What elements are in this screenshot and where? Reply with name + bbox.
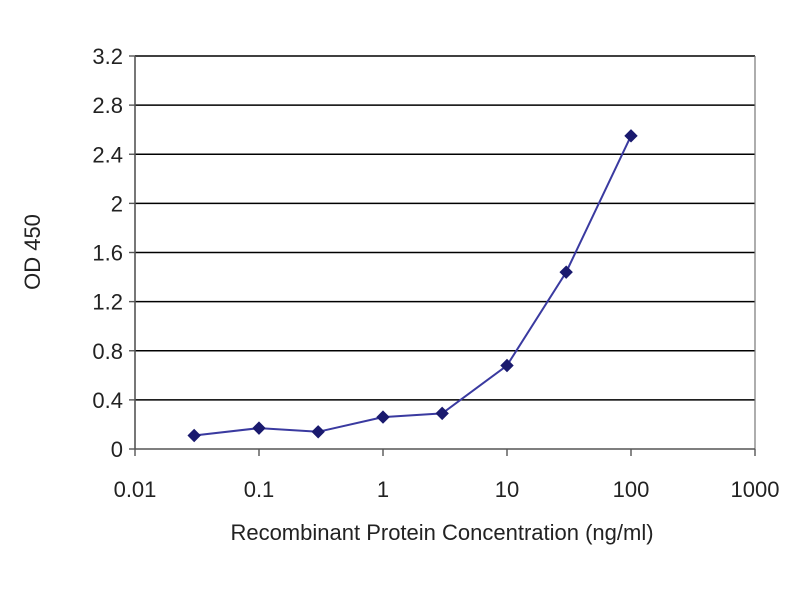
y-tick-label: 1.6 — [92, 241, 123, 266]
y-tick-label: 0.4 — [92, 388, 123, 413]
y-tick-label: 2 — [111, 191, 123, 216]
data-point — [624, 129, 638, 143]
y-tick-label: 1.2 — [92, 290, 123, 315]
grid-layer — [135, 55, 755, 401]
y-tick-label: 0 — [111, 437, 123, 462]
x-tick-label: 0.01 — [114, 477, 157, 502]
x-tick-label: 100 — [613, 477, 650, 502]
y-tick-label: 0.8 — [92, 339, 123, 364]
data-point — [187, 428, 201, 443]
data-point — [376, 410, 390, 424]
ticks-layer: 0 0.4 0.8 1.2 1.6 2 2.4 2.8 3.2 0.01 0.1 1 10 100 1000 — [92, 44, 779, 502]
y-tick-label: 2.8 — [92, 93, 123, 118]
y-tick-label: 3.2 — [92, 44, 123, 69]
data-point — [559, 265, 573, 279]
y-axis-title: OD 450 — [20, 214, 45, 290]
x-axis-title: Recombinant Protein Concentration (ng/ml… — [230, 520, 653, 545]
series-layer — [187, 129, 638, 443]
data-point — [500, 358, 514, 373]
data-point — [435, 406, 449, 421]
x-tick-label: 10 — [495, 477, 519, 502]
x-tick-label: 0.1 — [244, 477, 275, 502]
series-line-0 — [194, 135, 632, 437]
data-point — [311, 425, 325, 439]
x-tick-label: 1 — [377, 477, 389, 502]
data-point — [252, 421, 266, 435]
y-tick-label: 2.4 — [92, 142, 123, 167]
x-tick-label: 1000 — [731, 477, 780, 502]
